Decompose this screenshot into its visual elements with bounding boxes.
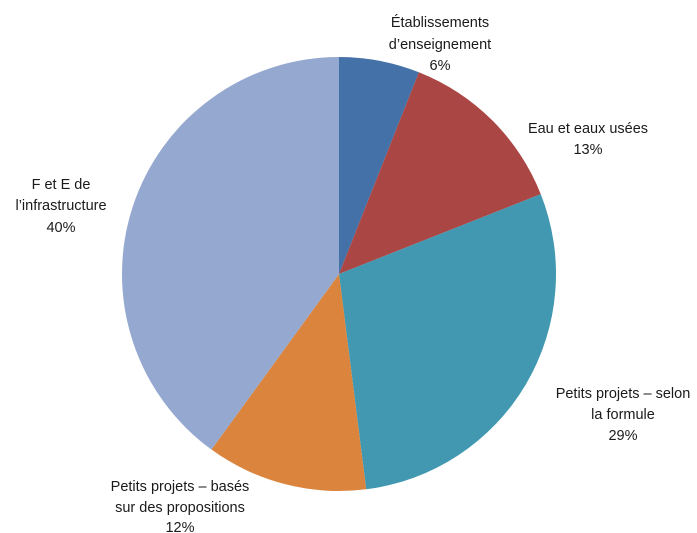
label-propositions-line2: sur des propositions <box>115 500 245 516</box>
label-formule-line1: Petits projets – selon <box>556 386 691 402</box>
pie-slices <box>121 57 556 492</box>
label-propositions-line1: Petits projets – basés <box>111 479 250 495</box>
label-propositions-percent: 12% <box>165 520 194 533</box>
slice-etablissements <box>339 57 419 274</box>
label-eau-line1: Eau et eaux usées <box>528 121 648 137</box>
slice-propositions <box>211 274 367 492</box>
label-etablissements-percent: 6% <box>430 58 451 74</box>
slice-eau <box>339 72 541 275</box>
label-etablissements-line1: Établissements <box>391 14 489 31</box>
slice-infrastructure <box>121 57 339 450</box>
label-formule-percent: 29% <box>608 428 637 444</box>
label-eau-percent: 13% <box>573 142 602 158</box>
slice-label-etablissements: Établissements d’enseignement 6% <box>389 14 491 74</box>
label-formule-line2: la formule <box>591 407 655 423</box>
slice-label-formule: Petits projets – selon la formule 29% <box>556 386 691 444</box>
slice-formule <box>339 194 556 490</box>
label-infrastructure-line1: F et E de <box>32 177 91 193</box>
label-infrastructure-percent: 40% <box>46 220 75 236</box>
label-etablissements-line2: d’enseignement <box>389 37 491 53</box>
slice-label-eau: Eau et eaux usées 13% <box>528 121 648 158</box>
slice-label-infrastructure: F et E de l’infrastructure 40% <box>15 177 106 236</box>
label-infrastructure-line2: l’infrastructure <box>15 198 106 214</box>
slice-label-propositions: Petits projets – basés sur des propositi… <box>111 479 250 533</box>
